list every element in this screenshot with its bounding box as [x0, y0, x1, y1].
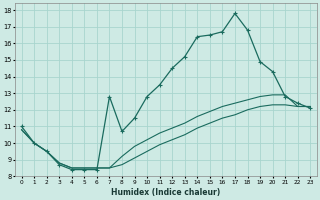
X-axis label: Humidex (Indice chaleur): Humidex (Indice chaleur)	[111, 188, 220, 197]
